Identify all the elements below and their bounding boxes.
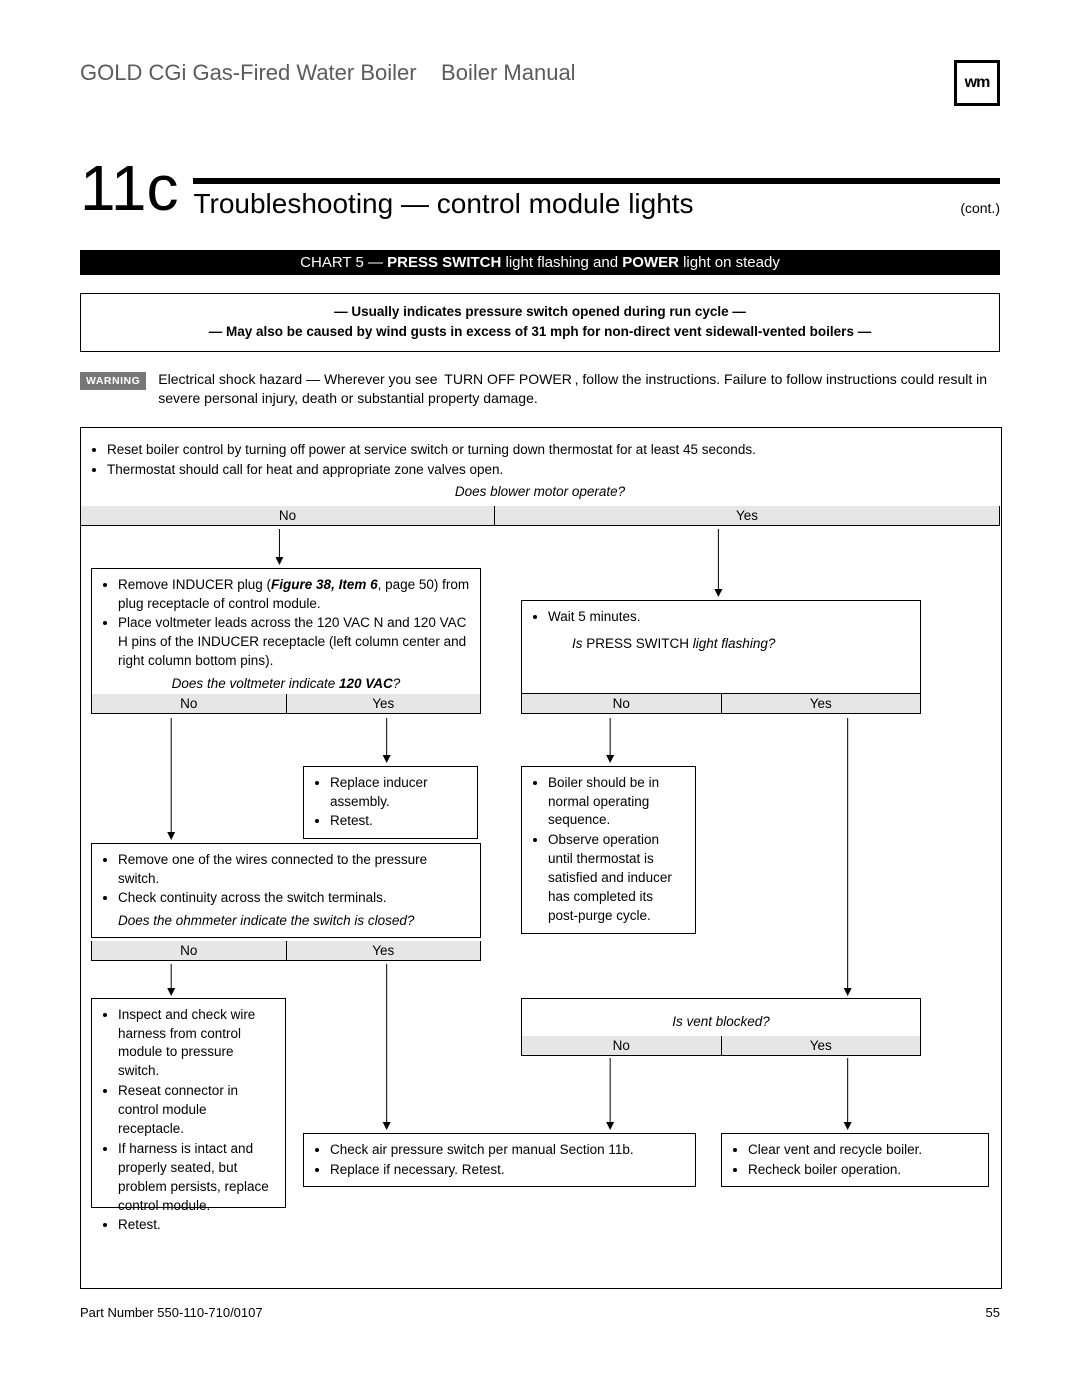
note-box: — Usually indicates pressure switch open… xyxy=(80,293,1000,352)
left3-no-box: Inspect and check wire harness from cont… xyxy=(91,998,286,1208)
chart-suffix: light on steady xyxy=(683,254,780,271)
chart-mid: light flashing and xyxy=(506,254,623,271)
section-cont: (cont.) xyxy=(960,200,1000,216)
vent-yn: No Yes xyxy=(521,1036,921,1056)
warning-row: WARNING Electrical shock hazard — Wherev… xyxy=(80,370,1000,409)
left1-yes-b2: Retest. xyxy=(330,812,467,831)
start-yes: Yes xyxy=(495,506,999,525)
left1-q-bold: 120 VAC xyxy=(339,676,393,691)
left2-b1: Remove one of the wires connected to the… xyxy=(118,851,470,889)
section-number: 11c xyxy=(80,156,178,220)
note-line-2: — May also be caused by wind gusts in ex… xyxy=(93,322,987,342)
left2-yn: No Yes xyxy=(91,941,481,961)
vent-no-b2: Replace if necessary. Retest. xyxy=(330,1161,685,1180)
left2-b2: Check continuity across the switch termi… xyxy=(118,889,470,908)
section-header: 11c Troubleshooting — control module lig… xyxy=(80,156,1000,220)
left2-q: Does the ohmmeter indicate the switch is… xyxy=(102,912,470,931)
chart-prefix: CHART 5 — xyxy=(300,254,387,271)
left1-yes-b1: Replace inducer assembly. xyxy=(330,774,467,812)
left1-yn: No Yes xyxy=(91,694,481,714)
vent-no: No xyxy=(522,1036,722,1055)
left3-b4: Retest. xyxy=(118,1216,275,1235)
left1-no: No xyxy=(92,694,287,713)
start-box: Reset boiler control by turning off powe… xyxy=(81,434,999,509)
section-title: Troubleshooting — control module lights xyxy=(193,188,693,220)
header: GOLD CGi Gas-Fired Water Boiler Boiler M… xyxy=(80,60,1000,106)
warning-badge: WARNING xyxy=(80,372,146,390)
vent-no-b1: Check air pressure switch per manual Sec… xyxy=(330,1141,685,1160)
start-no: No xyxy=(81,506,495,525)
vent-no-box: Check air pressure switch per manual Sec… xyxy=(303,1133,696,1188)
left1-yes-box: Replace inducer assembly. Retest. xyxy=(303,766,478,840)
warning-text: Electrical shock hazard — Wherever you s… xyxy=(158,370,1000,409)
left1-b1: Remove INDUCER plug (Figure 38, Item 6, … xyxy=(118,576,470,614)
brand-logo: wm xyxy=(954,60,1000,106)
logo-text: wm xyxy=(965,74,990,92)
header-title: GOLD CGi Gas-Fired Water Boiler Boiler M… xyxy=(80,60,576,86)
chart-bold-1: PRESS SWITCH xyxy=(387,254,501,271)
vent-yes-b2: Recheck boiler operation. xyxy=(748,1161,978,1180)
page-number: 55 xyxy=(986,1305,1000,1320)
vent-yes: Yes xyxy=(722,1036,921,1055)
doc-type: Boiler Manual xyxy=(441,60,576,85)
start-q: Does blower motor operate? xyxy=(91,483,989,502)
left1-q: Does the voltmeter indicate 120 VAC? xyxy=(102,675,470,694)
right1-q-post: light flashing? xyxy=(689,636,775,651)
right1-no-b2: Observe operation until thermostat is sa… xyxy=(548,831,685,925)
right1-no: No xyxy=(522,694,722,713)
left1-b1-ref: Figure 38, Item 6 xyxy=(271,577,378,592)
right1-q-mid: PRESS SWITCH xyxy=(586,636,689,651)
right1-no-b1: Boiler should be in normal operating seq… xyxy=(548,774,685,831)
right1-q: Is PRESS SWITCH light flashing? xyxy=(532,635,910,654)
start-b2: Thermostat should call for heat and appr… xyxy=(107,461,989,480)
left1-yes: Yes xyxy=(287,694,481,713)
vent-q: Is vent blocked? xyxy=(532,1013,910,1032)
left1-b2: Place voltmeter leads across the 120 VAC… xyxy=(118,614,470,671)
right1-yes: Yes xyxy=(722,694,921,713)
left2-yes: Yes xyxy=(287,941,481,960)
page: GOLD CGi Gas-Fired Water Boiler Boiler M… xyxy=(0,0,1080,1397)
section-title-row: Troubleshooting — control module lights … xyxy=(193,178,1000,220)
left2-box: Remove one of the wires connected to the… xyxy=(91,843,481,939)
left3-b1: Inspect and check wire harness from cont… xyxy=(118,1006,275,1082)
start-b1: Reset boiler control by turning off powe… xyxy=(107,441,989,460)
product-line: GOLD CGi Gas-Fired Water Boiler xyxy=(80,60,417,85)
note-line-1: — Usually indicates pressure switch open… xyxy=(93,302,987,322)
right1-no-box: Boiler should be in normal operating seq… xyxy=(521,766,696,934)
left1-q-post: ? xyxy=(393,676,401,691)
chart-title-bar: CHART 5 — PRESS SWITCH light flashing an… xyxy=(80,250,1000,275)
right1-box: Wait 5 minutes. Is PRESS SWITCH light fl… xyxy=(521,600,921,694)
start-yn: No Yes xyxy=(80,506,1000,526)
left3-b3: If harness is intact and properly seated… xyxy=(118,1140,275,1216)
right1-b1: Wait 5 minutes. xyxy=(548,608,910,627)
left1-q-pre: Does the voltmeter indicate xyxy=(172,676,339,691)
footer: Part Number 550-110-710/0107 55 xyxy=(80,1305,1000,1320)
left1-box: Remove INDUCER plug (Figure 38, Item 6, … xyxy=(91,568,481,701)
left3-b2: Reseat connector in control module recep… xyxy=(118,1082,275,1139)
vent-yes-b1: Clear vent and recycle boiler. xyxy=(748,1141,978,1160)
left2-no: No xyxy=(92,941,287,960)
right1-q-pre: Is xyxy=(572,636,586,651)
left1-b1-pre: Remove INDUCER plug ( xyxy=(118,577,271,592)
vent-yes-box: Clear vent and recycle boiler. Recheck b… xyxy=(721,1133,989,1188)
right1-yn: No Yes xyxy=(521,694,921,714)
chart-bold-2: POWER xyxy=(622,254,679,271)
part-number: Part Number 550-110-710/0107 xyxy=(80,1305,263,1320)
flowchart: Reset boiler control by turning off powe… xyxy=(80,427,1002,1289)
